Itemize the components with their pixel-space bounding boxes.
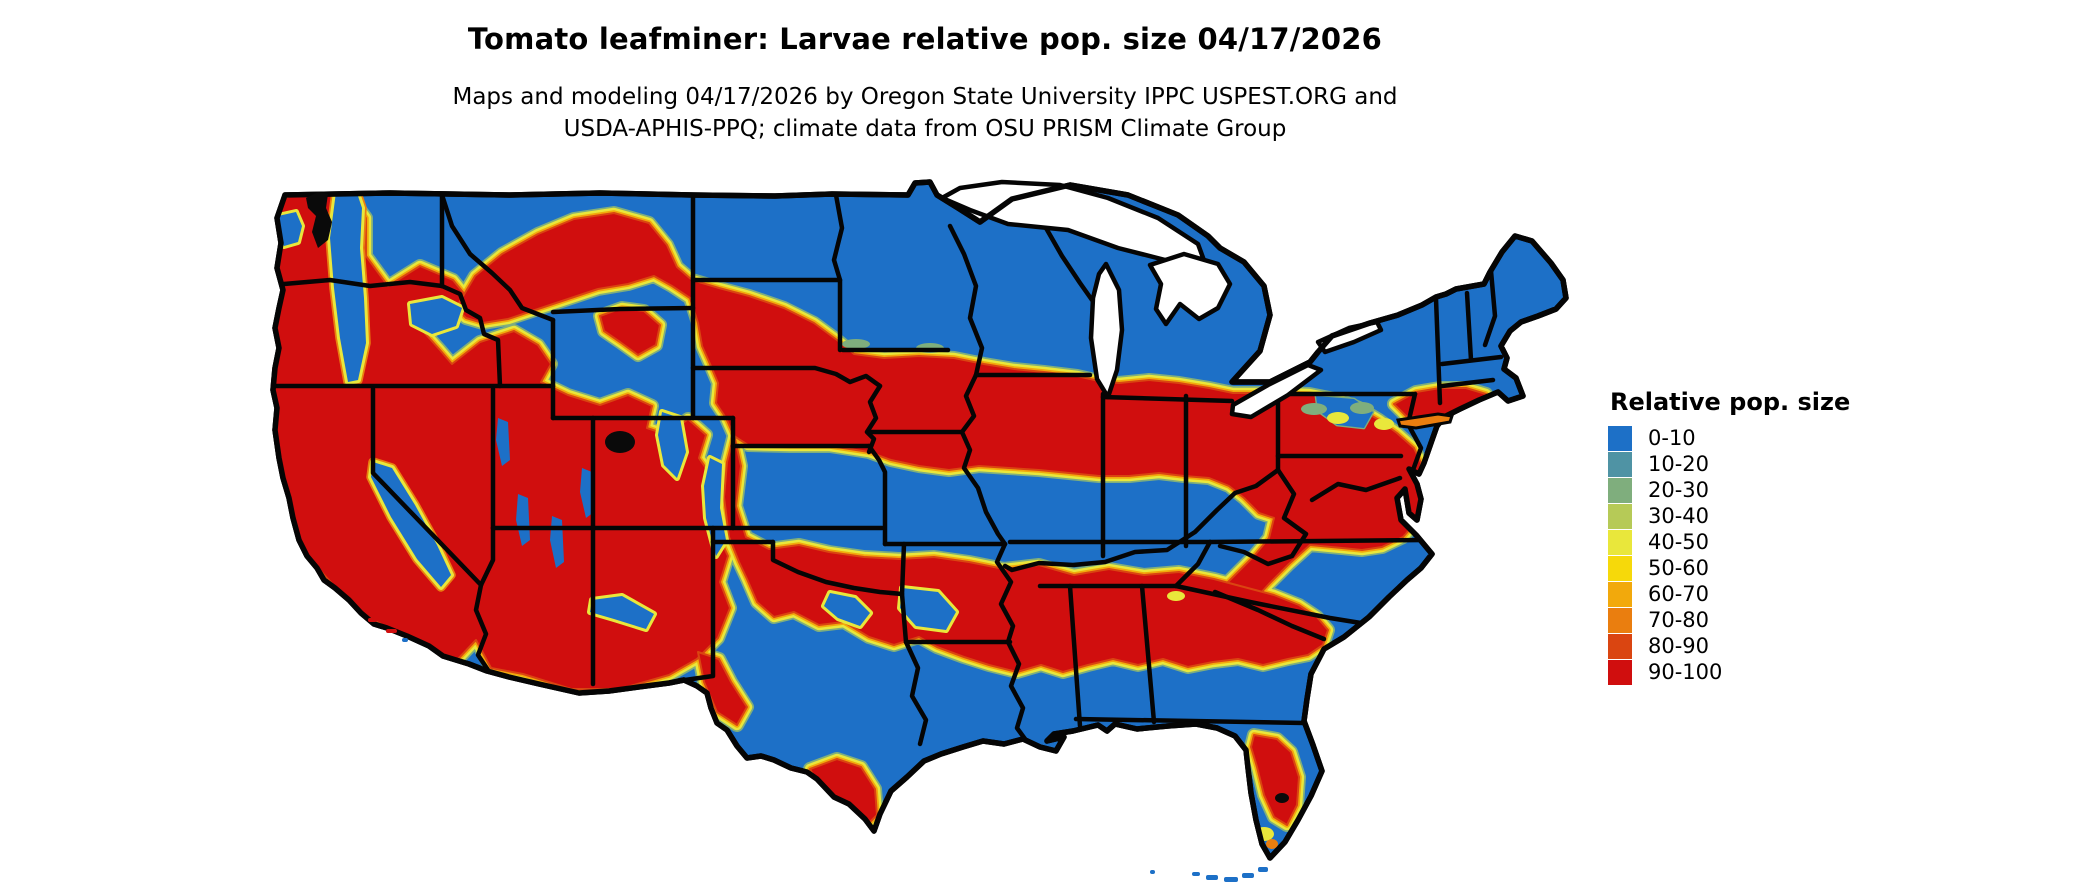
hole-nevada-ranges — [496, 418, 594, 568]
legend-item: 30-40 — [1608, 503, 1850, 529]
channel-islands — [368, 618, 408, 642]
subtitle-line-1: Maps and modeling 04/17/2026 by Oregon S… — [452, 84, 1398, 110]
legend-item: 0-10 — [1608, 425, 1850, 451]
hole-texas-hill-country — [821, 590, 873, 629]
puget-sound — [306, 192, 332, 248]
lake-okeechobee — [1275, 793, 1289, 803]
hole-rockies — [701, 455, 729, 559]
legend-item-label: 80-90 — [1648, 634, 1710, 658]
page-title: Tomato leafminer: Larvae relative pop. s… — [467, 22, 1383, 56]
legend-item: 40-50 — [1608, 529, 1850, 555]
subtitle-line-2: USDA-APHIS-PPQ; climate data from OSU PR… — [563, 116, 1287, 142]
legend-item-label: 10-20 — [1648, 452, 1710, 476]
legend: Relative pop. size 0-10 10-20 20-30 30-40 40… — [1608, 388, 1850, 685]
legend-item-label: 50-60 — [1648, 556, 1710, 580]
legend-swatch — [1608, 477, 1632, 503]
legend-item-label: 70-80 — [1648, 608, 1710, 632]
lake-michigan — [1088, 261, 1125, 400]
hole-blue-mountains — [407, 295, 465, 337]
legend-item-label: 20-30 — [1648, 478, 1710, 502]
population-regions — [273, 185, 1504, 849]
legend-swatch — [1608, 425, 1632, 451]
legend-swatch — [1608, 555, 1632, 581]
legend-swatch — [1608, 607, 1632, 633]
legend-swatch — [1608, 529, 1632, 555]
legend-item-label: 0-10 — [1648, 426, 1696, 450]
legend-swatch — [1608, 503, 1632, 529]
hole-oklahoma-ozark-dip — [897, 585, 959, 633]
legend-swatch — [1608, 451, 1632, 477]
legend-item: 80-90 — [1608, 633, 1850, 659]
legend-item: 70-80 — [1608, 607, 1850, 633]
legend-item: 20-30 — [1608, 477, 1850, 503]
legend-rows: 0-10 10-20 20-30 30-40 40-50 50-60 60-70 70-80 8… — [1608, 425, 1850, 685]
legend-title: Relative pop. size — [1610, 388, 1851, 416]
hole-mogollon — [587, 593, 657, 632]
legend-swatch — [1608, 581, 1632, 607]
long-island — [1396, 412, 1454, 430]
us-map — [270, 168, 1580, 882]
florida-keys — [1150, 867, 1268, 882]
great-salt-lake — [605, 431, 635, 453]
legend-item: 50-60 — [1608, 555, 1850, 581]
water-details — [306, 192, 1289, 803]
legend-swatch — [1608, 633, 1632, 659]
low-population-holes — [273, 185, 1375, 633]
legend-item: 10-20 — [1608, 451, 1850, 477]
legend-item-label: 90-100 — [1648, 660, 1723, 684]
legend-item-label: 30-40 — [1648, 504, 1710, 528]
lake-huron — [1147, 251, 1233, 327]
legend-swatch — [1608, 659, 1632, 685]
legend-item-label: 40-50 — [1648, 530, 1710, 554]
legend-item-label: 60-70 — [1648, 582, 1710, 606]
legend-item: 90-100 — [1608, 659, 1850, 685]
legend-item: 60-70 — [1608, 581, 1850, 607]
state-borders — [273, 191, 1504, 747]
